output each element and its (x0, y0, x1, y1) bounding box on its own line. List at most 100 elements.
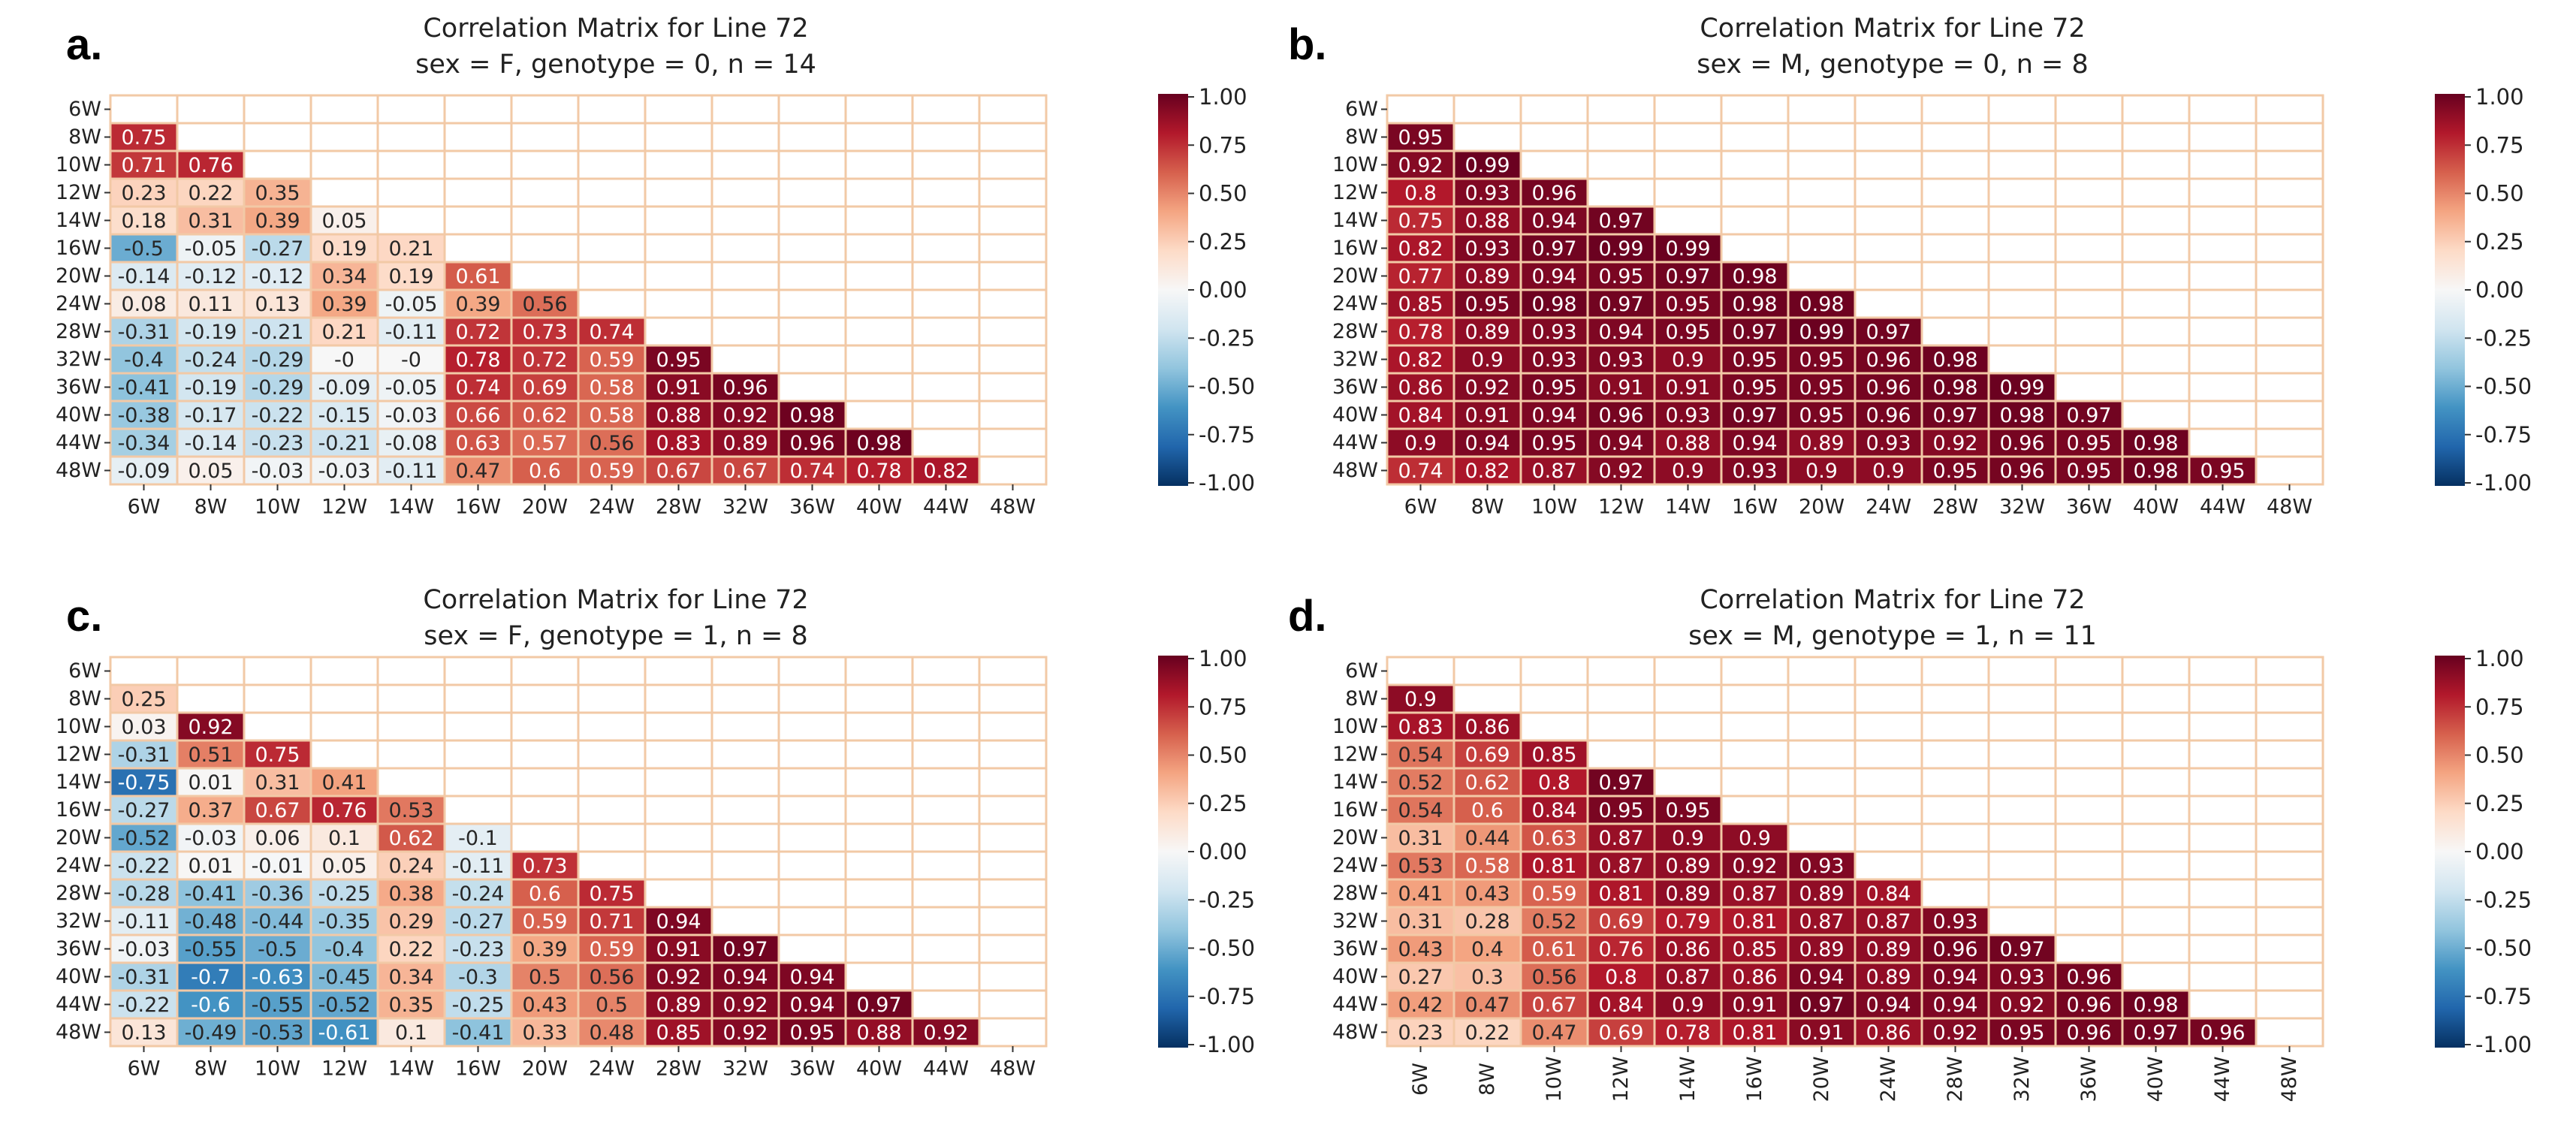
cell-value: -0.53 (252, 1021, 304, 1045)
cell-value: -0.44 (252, 910, 304, 933)
x-tick-label: 48W (990, 496, 1036, 519)
heatmap-empty-cell (510, 656, 580, 686)
cell-value: -0.63 (252, 966, 304, 989)
heatmap-empty-cell (443, 149, 513, 180)
heatmap-empty-cell (2054, 906, 2124, 936)
heatmap-empty-cell (710, 656, 780, 686)
heatmap-empty-cell (1854, 739, 1923, 770)
heatmap-cell (109, 427, 179, 458)
cell-value: 0.13 (121, 1021, 166, 1045)
chart-title: Correlation Matrix for Line 72 (423, 14, 808, 44)
heatmap-empty-cell (1787, 795, 1857, 825)
cell-value: 0.95 (1999, 1021, 2044, 1045)
cell-value: 0.81 (1531, 855, 1576, 878)
cell-value: 0.01 (188, 855, 233, 878)
cell-value: -0.5 (124, 237, 164, 261)
heatmap-empty-cell (978, 455, 1048, 486)
cell-value: 0.42 (1398, 994, 1443, 1017)
y-tick-label: 32W (56, 909, 101, 933)
heatmap-empty-cell (1586, 94, 1656, 125)
heatmap-empty-cell (978, 767, 1048, 798)
cell-value: 0.41 (321, 771, 366, 795)
cell-value: 0.31 (255, 771, 300, 795)
heatmap-empty-cell (1653, 149, 1723, 180)
heatmap-empty-cell (844, 344, 914, 375)
cell-value: 0.97 (1598, 293, 1643, 316)
heatmap-empty-cell (1920, 177, 1990, 208)
cell-value: -0.61 (318, 1021, 371, 1045)
cell-value: 0.89 (1464, 265, 1510, 288)
cell-value: 0.31 (1398, 827, 1443, 850)
y-tick-label: 10W (1332, 715, 1378, 738)
colorbar-tick-label: -0.25 (1199, 887, 1255, 912)
heatmap-cell (309, 261, 379, 291)
heatmap-cell (1452, 400, 1522, 430)
heatmap-empty-cell (243, 149, 312, 180)
heatmap-empty-cell (1987, 878, 2057, 909)
heatmap-empty-cell (844, 906, 914, 936)
x-tick-label: 40W (856, 1057, 902, 1081)
y-tick-label: 28W (56, 882, 101, 905)
y-tick-label: 40W (56, 403, 101, 427)
heatmap-empty-cell (911, 316, 981, 347)
cell-value: -0.52 (318, 994, 371, 1017)
y-tick-label: 32W (56, 348, 101, 371)
cell-value: 0.85 (656, 1021, 701, 1045)
y-tick-label: 8W (68, 125, 101, 149)
heatmap-empty-cell (2054, 711, 2124, 742)
cell-value: 0.89 (1464, 321, 1510, 344)
x-tick-label: 6W (1404, 496, 1437, 519)
heatmap-empty-cell (510, 94, 580, 125)
cell-value: 0.78 (1665, 1021, 1710, 1045)
cell-value: -0.03 (118, 938, 170, 961)
heatmap-empty-cell (1586, 656, 1656, 686)
heatmap-cell (644, 455, 713, 486)
heatmap-empty-cell (2188, 767, 2258, 798)
x-tick-label: 28W (656, 1057, 701, 1081)
heatmap-empty-cell (1854, 656, 1923, 686)
cell-value: 0.56 (589, 966, 634, 989)
cell-value: -0.05 (385, 376, 438, 400)
heatmap-empty-cell (911, 878, 981, 909)
heatmap-cell (443, 878, 513, 909)
heatmap-empty-cell (1920, 850, 1990, 881)
cell-value: 0.94 (1932, 994, 1977, 1017)
y-tick-label: 10W (1332, 153, 1378, 176)
heatmap-empty-cell (2188, 683, 2258, 714)
x-tick-label: 44W (2200, 496, 2246, 519)
cell-value: 0.91 (1464, 404, 1510, 427)
heatmap-empty-cell (1920, 205, 1990, 236)
heatmap-empty-cell (2054, 316, 2124, 347)
heatmap-empty-cell (1987, 850, 2057, 881)
heatmap-empty-cell (2188, 822, 2258, 853)
heatmap-cell (710, 933, 780, 964)
heatmap-cell (911, 1017, 981, 1048)
cell-value: 0.86 (1464, 716, 1510, 739)
colorbar-tick-label: 0.25 (1199, 791, 1247, 816)
heatmap-empty-cell (1987, 683, 2057, 714)
heatmap-empty-cell (1787, 767, 1857, 798)
heatmap-empty-cell (978, 1017, 1048, 1048)
cell-value: 0.9 (1404, 688, 1437, 711)
heatmap-empty-cell (978, 177, 1048, 208)
y-tick-label: 8W (68, 687, 101, 710)
cell-value: 0.84 (1531, 799, 1576, 822)
x-tick-label: 32W (722, 496, 768, 519)
cell-value: 0.93 (1531, 321, 1576, 344)
heatmap-empty-cell (1720, 122, 1790, 152)
heatmap-cell (176, 427, 246, 458)
heatmap-empty-cell (644, 795, 713, 825)
cell-value: 0.21 (321, 321, 366, 344)
cell-value: 0.93 (1732, 460, 1777, 483)
cell-value: 0.86 (1866, 1021, 1911, 1045)
heatmap-empty-cell (2121, 683, 2191, 714)
heatmap-empty-cell (1854, 149, 1923, 180)
cell-value: 0.84 (1598, 994, 1643, 1017)
heatmap-empty-cell (644, 739, 713, 770)
heatmap-empty-cell (1854, 233, 1923, 264)
cell-value: -0.55 (185, 938, 237, 961)
heatmap-empty-cell (443, 233, 513, 264)
heatmap-empty-cell (577, 656, 647, 686)
colorbar-tick-label: 1.00 (1199, 84, 1247, 110)
cell-value: 0.96 (1932, 938, 1977, 961)
